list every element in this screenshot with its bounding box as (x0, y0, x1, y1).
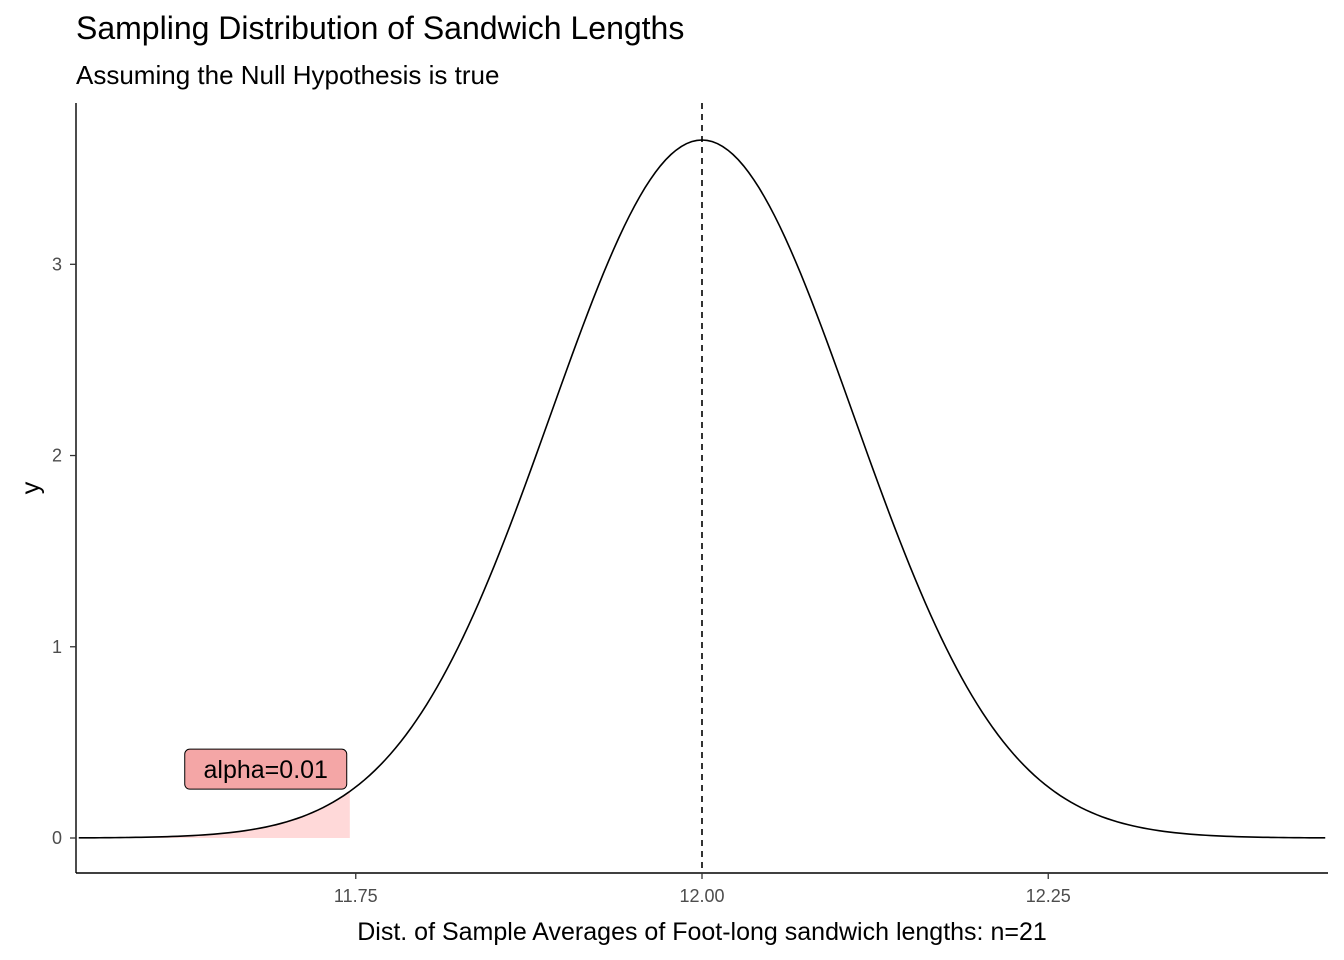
x-tick-label: 11.75 (334, 886, 378, 906)
x-tick-label: 12.00 (679, 886, 724, 906)
annotation-layer: alpha=0.01 (184, 748, 348, 790)
x-axis-title: Dist. of Sample Averages of Foot-long sa… (357, 918, 1047, 946)
alpha-label: alpha=0.01 (204, 756, 328, 784)
rejection-region-layer (78, 791, 350, 838)
chart-title: Sampling Distribution of Sandwich Length… (76, 10, 685, 46)
y-axis-title: y (17, 481, 45, 494)
rejection-area (78, 791, 350, 838)
alpha-label-box (184, 748, 348, 790)
y-tick-label: 2 (52, 446, 62, 466)
x-tick-label: 12.25 (1026, 886, 1071, 906)
y-tick-label: 1 (52, 637, 62, 657)
ticks-layer: 11.75 12.00 12.25 0 1 2 3 (52, 254, 1071, 906)
y-tick-label: 0 (52, 828, 62, 848)
y-tick-label: 3 (52, 254, 62, 274)
chart-subtitle: Assuming the Null Hypothesis is true (76, 60, 500, 90)
